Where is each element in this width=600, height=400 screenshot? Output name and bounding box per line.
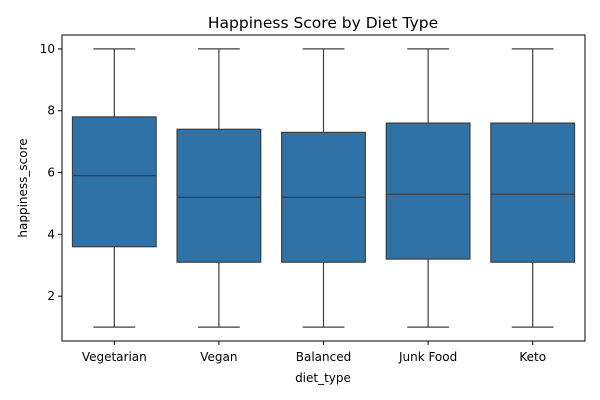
x-tick-label: Balanced: [296, 350, 351, 364]
x-tick-label: Junk Food: [398, 350, 457, 364]
axes-frame: [61, 34, 586, 342]
plot-area: 2 4 6 8 10 Vegetarian Vegan Balanced Junk Food Ke…: [40, 42, 576, 364]
y-tick-label: 6: [47, 166, 55, 180]
chart-title: Happiness Score by Diet Type: [208, 14, 438, 32]
iqr-box: [490, 122, 576, 263]
y-tick-label: 8: [47, 104, 55, 118]
iqr-box: [385, 122, 471, 260]
y-axis-label: happiness_score: [16, 138, 30, 237]
x-tick-label: Keto: [519, 350, 546, 364]
x-tick-label: Vegetarian: [82, 350, 147, 364]
y-tick-label: 4: [47, 227, 55, 241]
iqr-box: [71, 116, 157, 248]
y-tick-label: 10: [40, 42, 55, 56]
y-tick-label: 2: [47, 289, 55, 303]
x-axis-label: diet_type: [295, 371, 351, 385]
iqr-box: [176, 128, 262, 263]
x-tick-label: Vegan: [200, 350, 237, 364]
